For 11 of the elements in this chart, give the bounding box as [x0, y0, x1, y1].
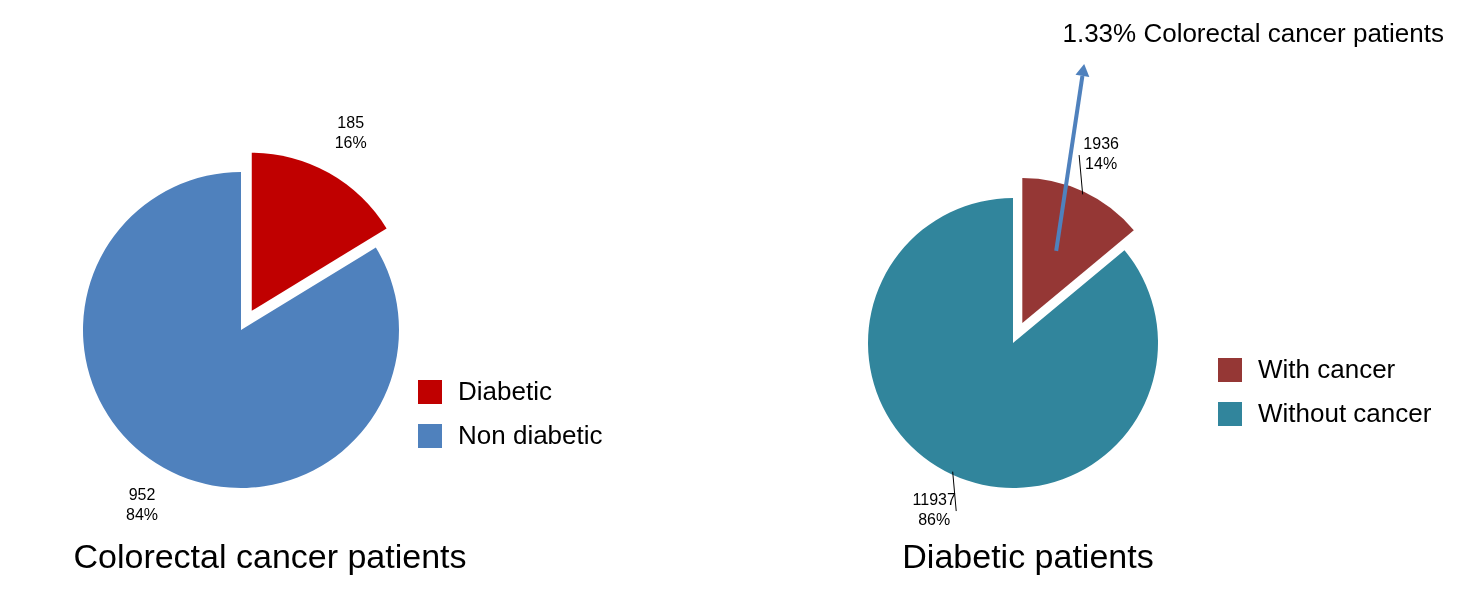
data-label: 1936 14% — [1083, 135, 1120, 173]
legend-label: Without cancer — [1258, 398, 1432, 428]
data-label: 952 84% — [126, 486, 159, 524]
text: Diabetic patients — [902, 537, 1154, 575]
data-label: 11937 86% — [912, 491, 956, 529]
legend-label: Non diabetic — [458, 420, 603, 450]
legend-label: With cancer — [1258, 354, 1396, 384]
text: 1.33% Colorectal cancer patients — [1062, 18, 1444, 48]
text: Colorectal cancer patients — [73, 537, 467, 575]
legend-label: Diabetic — [458, 376, 552, 406]
data-label: 185 16% — [334, 114, 367, 152]
